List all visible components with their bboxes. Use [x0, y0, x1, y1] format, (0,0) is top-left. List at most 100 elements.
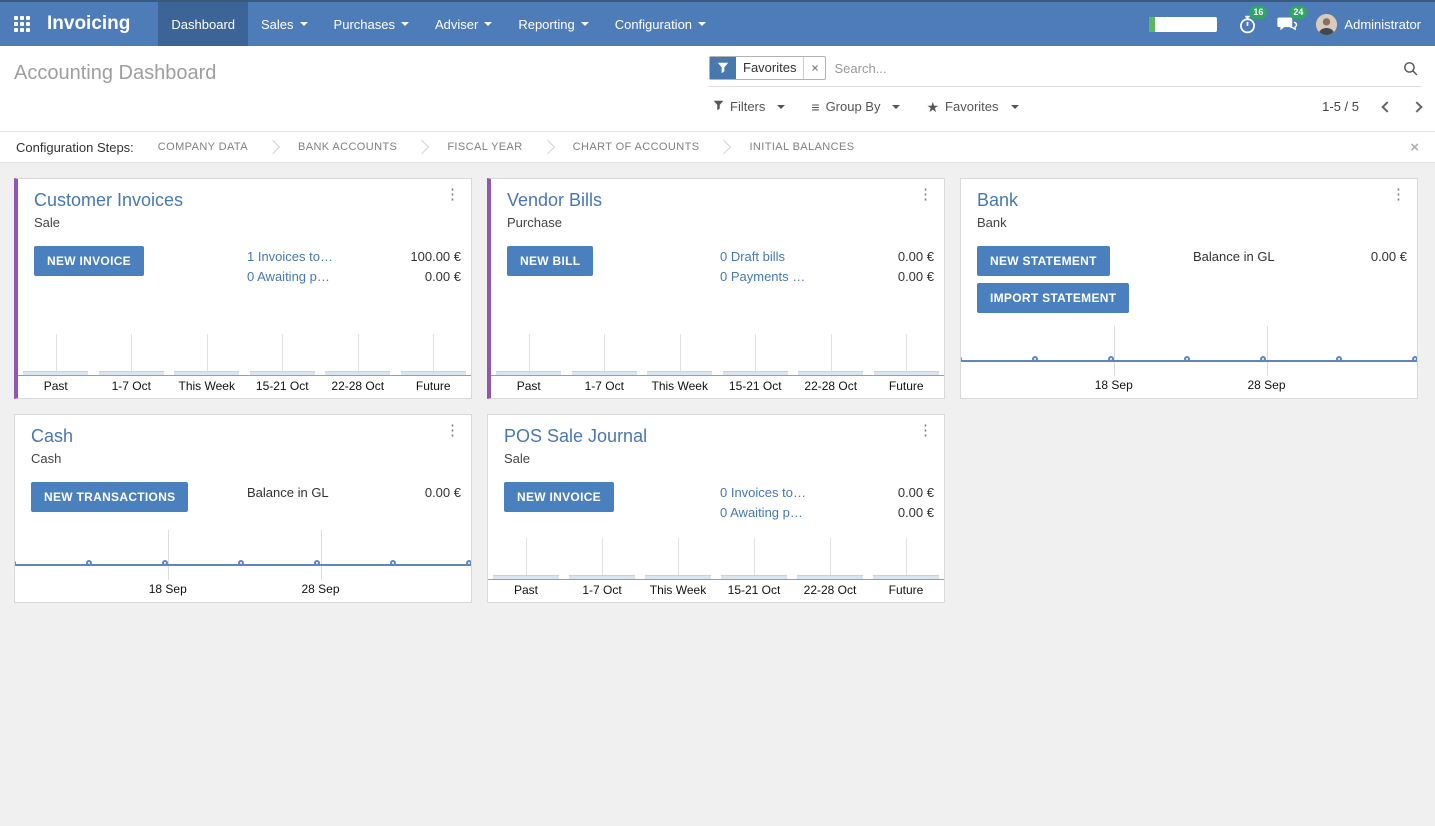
bar-column[interactable] [396, 324, 472, 375]
journal-mini-chart: Past 1-7 Oct This Week 15-21 Oct 22-28 Oct Fu… [488, 528, 944, 602]
activities-badge: 16 [1249, 5, 1268, 19]
data-point-marker[interactable] [1412, 356, 1417, 362]
activities-button[interactable]: 16 [1237, 5, 1268, 35]
search-input[interactable] [826, 56, 1402, 80]
nav-item-dashboard[interactable]: Dashboard [158, 2, 249, 46]
config-step-initial-balances[interactable]: INITIAL BALANCES [749, 141, 855, 153]
bar-column[interactable] [18, 324, 94, 375]
bar-column[interactable] [793, 324, 869, 375]
card-title[interactable]: Cash [31, 426, 74, 446]
data-point-marker[interactable] [1259, 356, 1266, 362]
data-point-marker[interactable] [466, 560, 471, 566]
kebab-menu-button[interactable]: ⋮ [918, 422, 933, 439]
user-name[interactable]: Administrator [1344, 16, 1421, 32]
bar-column[interactable] [491, 324, 567, 375]
data-point-marker[interactable] [1184, 356, 1190, 362]
data-point-marker[interactable] [313, 560, 320, 566]
awaiting-payments-link[interactable]: 0 Awaiting p… [247, 269, 330, 284]
bar-value [98, 371, 164, 375]
pager-next-button[interactable] [1411, 100, 1423, 113]
favorites-button[interactable]: ★ Favorites [926, 98, 1019, 115]
bar-column[interactable] [245, 324, 321, 375]
kebab-menu-button[interactable]: ⋮ [445, 186, 460, 203]
app-brand[interactable]: Invoicing [47, 13, 131, 34]
config-step-company-data[interactable]: COMPANY DATA [157, 141, 248, 153]
bar-column[interactable] [169, 324, 245, 375]
stat-row: 0 Draft bills 0.00 € [720, 249, 934, 264]
pager-prev-button[interactable] [1381, 100, 1393, 113]
nav-item-label: Configuration [614, 16, 693, 32]
balance-label: Balance in GL [1193, 249, 1275, 264]
data-point-marker[interactable] [85, 560, 92, 566]
card-title[interactable]: Bank [977, 190, 1019, 210]
messages-button[interactable]: 24 [1276, 5, 1308, 35]
bar-column[interactable] [718, 324, 794, 375]
bar-value [571, 371, 637, 375]
bar-column[interactable] [716, 528, 792, 579]
invoices-to-validate-link[interactable]: 1 Invoices to… [247, 249, 333, 264]
star-icon: ★ [926, 98, 940, 115]
bar-column[interactable] [868, 528, 944, 579]
data-point-marker[interactable] [1336, 356, 1342, 362]
dashboard-kanban: ⋮ Customer Invoices Sale NEW INVOICE 1 I… [0, 163, 1435, 826]
payments-link[interactable]: 0 Payments … [720, 269, 806, 284]
nav-item-purchases[interactable]: Purchases [321, 2, 422, 46]
facet-remove-button[interactable]: × [803, 57, 825, 79]
awaiting-payments-link[interactable]: 0 Awaiting p… [720, 505, 803, 520]
new-invoice-button[interactable]: NEW INVOICE [504, 482, 614, 512]
new-bill-button[interactable]: NEW BILL [507, 246, 594, 276]
data-point-marker[interactable] [390, 560, 396, 566]
data-point-marker[interactable] [238, 560, 244, 566]
bar-column[interactable] [792, 528, 868, 579]
search-icon[interactable] [1402, 60, 1421, 77]
nav-item-adviser[interactable]: Adviser [422, 2, 505, 46]
config-step-chart-of-accounts[interactable]: CHART OF ACCOUNTS [572, 141, 700, 153]
avatar[interactable] [1316, 13, 1338, 35]
nav-item-label: Adviser [434, 16, 479, 32]
chevron-down-icon [580, 22, 589, 26]
bar-value [23, 371, 89, 375]
config-steps-label: Configuration Steps: [16, 139, 134, 155]
kebab-menu-button[interactable]: ⋮ [918, 186, 933, 203]
card-title[interactable]: POS Sale Journal [504, 426, 648, 446]
stat-row: 0 Awaiting p… 0.00 € [720, 505, 934, 520]
group-by-button[interactable]: ≡ Group By [811, 99, 901, 114]
bar-column[interactable] [320, 324, 396, 375]
bar-value [493, 575, 559, 579]
nav-item-reporting[interactable]: Reporting [505, 2, 601, 46]
card-title[interactable]: Customer Invoices [34, 190, 184, 210]
config-step-fiscal-year[interactable]: FISCAL YEAR [447, 141, 523, 153]
config-step-bank-accounts[interactable]: BANK ACCOUNTS [297, 141, 398, 153]
bar-column[interactable] [640, 528, 716, 579]
grid-line [320, 530, 322, 580]
bar-column[interactable] [869, 324, 945, 375]
import-statement-button[interactable]: IMPORT STATEMENT [977, 283, 1130, 313]
config-steps-close-button[interactable]: × [1410, 138, 1419, 156]
data-point-marker[interactable] [161, 560, 168, 566]
new-invoice-button[interactable]: NEW INVOICE [34, 246, 144, 276]
search-bar[interactable]: Favorites × [709, 56, 1421, 87]
data-point-marker[interactable] [1031, 356, 1038, 362]
invoices-to-validate-link[interactable]: 0 Invoices to… [720, 485, 806, 500]
filter-facet-icon [710, 57, 736, 79]
kebab-menu-button[interactable]: ⋮ [445, 422, 460, 439]
data-point-marker[interactable] [1107, 356, 1114, 362]
x-tick-label: 15-21 Oct [728, 379, 782, 393]
bar-column[interactable] [567, 324, 643, 375]
apps-menu-icon[interactable] [14, 16, 30, 32]
new-transactions-button[interactable]: NEW TRANSACTIONS [31, 482, 189, 512]
bar-column[interactable] [642, 324, 718, 375]
bar-column[interactable] [94, 324, 170, 375]
filters-button[interactable]: Filters [713, 99, 786, 114]
card-title[interactable]: Vendor Bills [507, 190, 603, 210]
bar-column[interactable] [564, 528, 640, 579]
draft-bills-link[interactable]: 0 Draft bills [720, 249, 786, 264]
new-statement-button[interactable]: NEW STATEMENT [977, 246, 1110, 276]
control-panel: Accounting Dashboard Favorites × [0, 46, 1435, 131]
chevron-down-icon [1010, 104, 1019, 109]
kebab-menu-button[interactable]: ⋮ [1391, 186, 1406, 203]
bar-column[interactable] [488, 528, 564, 579]
nav-item-label: Reporting [518, 16, 575, 32]
nav-item-configuration[interactable]: Configuration [602, 2, 719, 46]
nav-item-sales[interactable]: Sales [248, 2, 321, 46]
